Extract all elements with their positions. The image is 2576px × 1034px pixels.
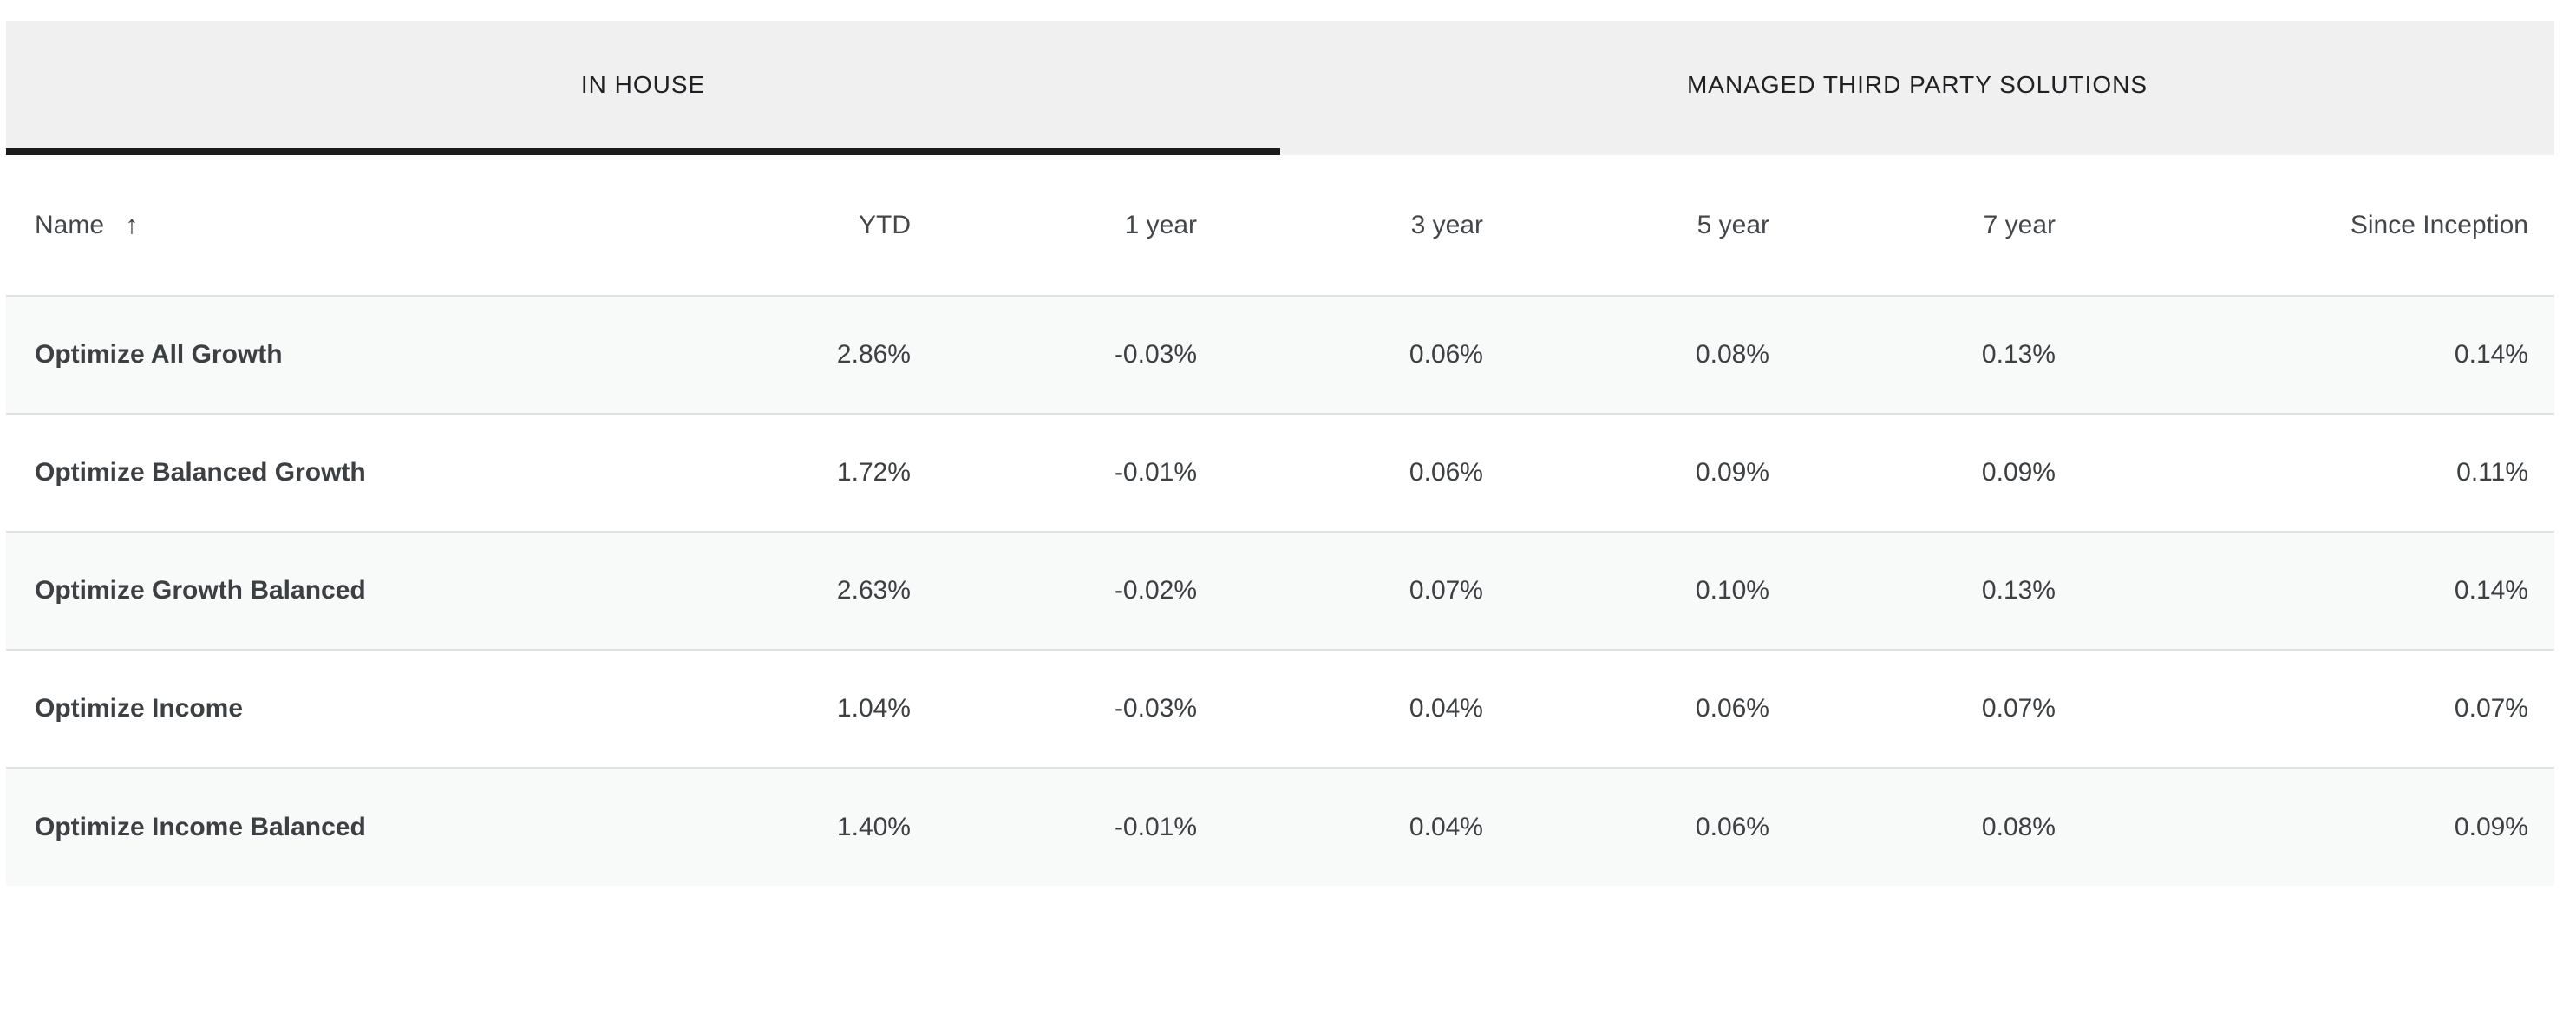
value-cell: 1.04% [836,694,911,723]
table-header-row: Name ↑ YTD 1 year 3 year 5 year 7 year S… [6,155,2554,296]
value-cell: -0.03% [1114,694,1197,723]
performance-table: Name ↑ YTD 1 year 3 year 5 year 7 year S… [6,155,2554,886]
row-name: Optimize Growth Balanced [35,576,366,605]
table-row[interactable]: Optimize Income Balanced 1.40% -0.01% 0.04%… [6,768,2554,886]
sort-ascending-icon: ↑ [125,210,139,239]
value-cell: -0.03% [1114,340,1197,369]
value-cell: 0.04% [1409,812,1483,841]
row-name: Optimize Income [35,694,244,723]
value-cell: 0.14% [2454,340,2528,369]
value-cell: 0.04% [1409,694,1483,723]
value-cell: 0.10% [1695,576,1769,605]
tab-managed-third-party-solutions-label: MANAGED THIRD PARTY SOLUTIONS [1686,70,2148,98]
column-header-name-label: Name [35,210,105,239]
value-cell: 0.11% [2456,458,2528,487]
column-header-5-year[interactable]: 5 year [1697,210,1769,239]
tab-managed-third-party-solutions[interactable]: MANAGED THIRD PARTY SOLUTIONS [1280,21,2554,155]
value-cell: 0.06% [1409,458,1483,487]
table-body: Optimize All Growth 2.86% -0.03% 0.06% 0.08%… [6,296,2554,886]
value-cell: 0.14% [2454,576,2528,605]
value-cell: -0.01% [1114,812,1197,841]
value-cell: -0.02% [1114,576,1197,605]
value-cell: -0.01% [1114,458,1197,487]
table-row[interactable]: Optimize Income 1.04% -0.03% 0.04% 0.06% 0.07… [6,650,2554,768]
value-cell: 0.06% [1695,812,1769,841]
column-header-1-year[interactable]: 1 year [1124,210,1197,239]
value-cell: 0.09% [2454,812,2528,841]
value-cell: 2.63% [836,576,911,605]
tab-in-house-label: IN HOUSE [580,70,706,98]
table-row[interactable]: Optimize All Growth 2.86% -0.03% 0.06% 0.08%… [6,296,2554,414]
row-name: Optimize Balanced Growth [35,458,366,487]
value-cell: 0.07% [1409,576,1483,605]
value-cell: 0.13% [1981,576,2056,605]
table-row[interactable]: Optimize Growth Balanced 2.63% -0.02% 0.07%… [6,532,2554,650]
value-cell: 0.06% [1695,694,1769,723]
tab-in-house[interactable]: IN HOUSE [6,21,1280,155]
column-header-name[interactable]: Name ↑ [6,155,651,296]
value-cell: 0.08% [1695,340,1769,369]
tab-bar: IN HOUSE MANAGED THIRD PARTY SOLUTIONS [6,21,2554,155]
value-cell: 0.07% [1981,694,2056,723]
performance-panel: IN HOUSE MANAGED THIRD PARTY SOLUTIONS N… [6,21,2554,886]
value-cell: 0.08% [1981,812,2056,841]
column-header-3-year[interactable]: 3 year [1410,210,1483,239]
value-cell: 0.13% [1981,340,2056,369]
value-cell: 1.40% [836,812,911,841]
value-cell: 0.09% [1981,458,2056,487]
table-row[interactable]: Optimize Balanced Growth 1.72% -0.01% 0.06%… [6,414,2554,532]
value-cell: 1.72% [836,458,911,487]
value-cell: 2.86% [836,340,911,369]
row-name: Optimize Income Balanced [35,812,366,841]
value-cell: 0.06% [1409,340,1483,369]
value-cell: 0.07% [2454,694,2528,723]
row-name: Optimize All Growth [35,340,283,369]
value-cell: 0.09% [1695,458,1769,487]
column-header-since-inception[interactable]: Since Inception [2350,210,2528,239]
column-header-7-year[interactable]: 7 year [1983,210,2056,239]
column-header-ytd[interactable]: YTD [859,210,911,239]
